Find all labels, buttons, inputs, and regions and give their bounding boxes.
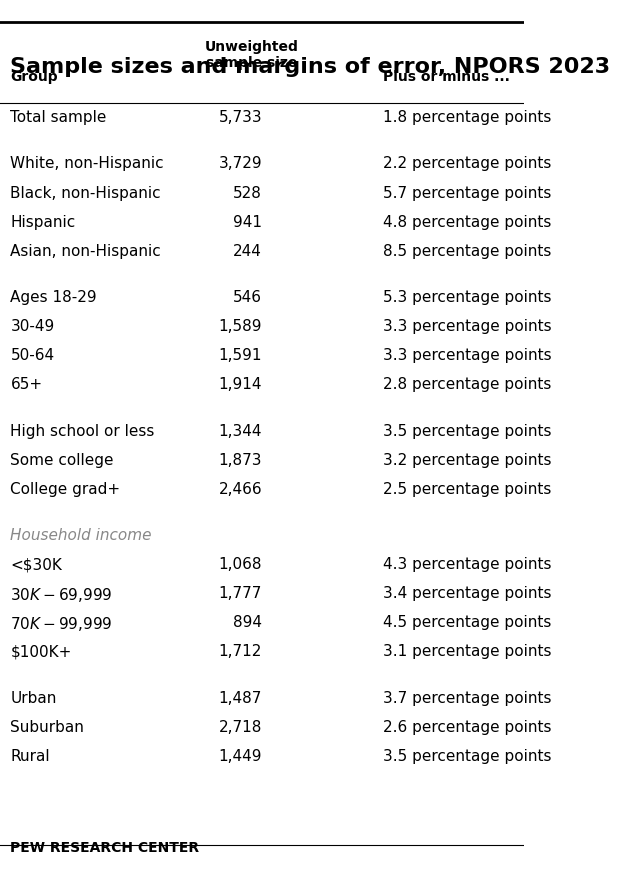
Text: Total sample: Total sample bbox=[10, 110, 107, 125]
Text: 1,068: 1,068 bbox=[219, 557, 262, 572]
Text: 244: 244 bbox=[233, 244, 262, 259]
Text: 3.7 percentage points: 3.7 percentage points bbox=[383, 691, 551, 706]
Text: 3.4 percentage points: 3.4 percentage points bbox=[383, 586, 551, 601]
Text: Ages 18-29: Ages 18-29 bbox=[10, 290, 97, 305]
Text: Some college: Some college bbox=[10, 452, 114, 467]
Text: 1,873: 1,873 bbox=[219, 452, 262, 467]
Text: 1,589: 1,589 bbox=[219, 319, 262, 334]
Text: 2,466: 2,466 bbox=[219, 481, 262, 496]
Text: 3.2 percentage points: 3.2 percentage points bbox=[383, 452, 551, 467]
Text: 50-64: 50-64 bbox=[10, 348, 54, 363]
Text: White, non-Hispanic: White, non-Hispanic bbox=[10, 157, 164, 172]
Text: 4.3 percentage points: 4.3 percentage points bbox=[383, 557, 551, 572]
Text: 1,344: 1,344 bbox=[219, 423, 262, 438]
Text: College grad+: College grad+ bbox=[10, 481, 121, 496]
Text: Suburban: Suburban bbox=[10, 720, 84, 735]
Text: Black, non-Hispanic: Black, non-Hispanic bbox=[10, 186, 161, 201]
Text: 3.3 percentage points: 3.3 percentage points bbox=[383, 348, 551, 363]
Text: 3.5 percentage points: 3.5 percentage points bbox=[383, 749, 551, 764]
Text: 30-49: 30-49 bbox=[10, 319, 55, 334]
Text: 2.8 percentage points: 2.8 percentage points bbox=[383, 378, 551, 392]
Text: 1,487: 1,487 bbox=[219, 691, 262, 706]
Text: 2.6 percentage points: 2.6 percentage points bbox=[383, 720, 551, 735]
Text: 5.3 percentage points: 5.3 percentage points bbox=[383, 290, 551, 305]
Text: 1.8 percentage points: 1.8 percentage points bbox=[383, 110, 551, 125]
Text: $70K-$99,999: $70K-$99,999 bbox=[10, 615, 113, 634]
Text: 1,449: 1,449 bbox=[219, 749, 262, 764]
Text: <$30K: <$30K bbox=[10, 557, 63, 572]
Text: Group: Group bbox=[10, 70, 58, 84]
Text: 4.8 percentage points: 4.8 percentage points bbox=[383, 215, 551, 230]
Text: 3.3 percentage points: 3.3 percentage points bbox=[383, 319, 551, 334]
Text: 1,914: 1,914 bbox=[219, 378, 262, 392]
Text: 528: 528 bbox=[233, 186, 262, 201]
Text: Sample sizes and margins of error, NPORS 2023: Sample sizes and margins of error, NPORS… bbox=[10, 57, 611, 77]
Text: Rural: Rural bbox=[10, 749, 50, 764]
Text: $30K-$69,999: $30K-$69,999 bbox=[10, 586, 113, 605]
Text: Unweighted
sample size: Unweighted sample size bbox=[204, 40, 298, 70]
Text: 8.5 percentage points: 8.5 percentage points bbox=[383, 244, 551, 259]
Text: 3.1 percentage points: 3.1 percentage points bbox=[383, 644, 551, 659]
Text: 1,777: 1,777 bbox=[219, 586, 262, 601]
Text: Hispanic: Hispanic bbox=[10, 215, 76, 230]
Text: 941: 941 bbox=[233, 215, 262, 230]
Text: 2,718: 2,718 bbox=[219, 720, 262, 735]
Text: 2.2 percentage points: 2.2 percentage points bbox=[383, 157, 551, 172]
Text: Plus or minus ...: Plus or minus ... bbox=[383, 70, 509, 84]
Text: 894: 894 bbox=[233, 615, 262, 630]
Text: Asian, non-Hispanic: Asian, non-Hispanic bbox=[10, 244, 161, 259]
Text: High school or less: High school or less bbox=[10, 423, 155, 438]
Text: Urban: Urban bbox=[10, 691, 57, 706]
Text: 5.7 percentage points: 5.7 percentage points bbox=[383, 186, 551, 201]
Text: Household income: Household income bbox=[10, 528, 152, 543]
Text: 65+: 65+ bbox=[10, 378, 43, 392]
Text: $100K+: $100K+ bbox=[10, 644, 72, 659]
Text: 546: 546 bbox=[233, 290, 262, 305]
Text: PEW RESEARCH CENTER: PEW RESEARCH CENTER bbox=[10, 841, 199, 855]
Text: 3.5 percentage points: 3.5 percentage points bbox=[383, 423, 551, 438]
Text: 3,729: 3,729 bbox=[219, 157, 262, 172]
Text: 1,591: 1,591 bbox=[219, 348, 262, 363]
Text: 2.5 percentage points: 2.5 percentage points bbox=[383, 481, 551, 496]
Text: 1,712: 1,712 bbox=[219, 644, 262, 659]
Text: 5,733: 5,733 bbox=[219, 110, 262, 125]
Text: 4.5 percentage points: 4.5 percentage points bbox=[383, 615, 551, 630]
